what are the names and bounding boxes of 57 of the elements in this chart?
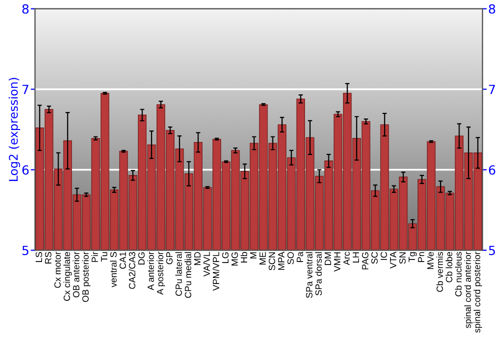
x-tick-label: LS bbox=[36, 252, 42, 262]
x-tick-label: VMH bbox=[334, 252, 340, 272]
x-tick-label: RS bbox=[45, 252, 52, 264]
x-tick-label: SN bbox=[399, 252, 406, 264]
x-tick-label: CPu medial bbox=[184, 252, 192, 298]
y2-tick-label: 5 bbox=[489, 246, 495, 256]
y-tick-label: 5 bbox=[22, 246, 28, 256]
x-tick-label: M bbox=[250, 252, 256, 258]
x-tick-label: Cx cingulate bbox=[63, 252, 72, 301]
x-tick-label: CPu lateral bbox=[175, 252, 182, 296]
x-tick-label: ventral S bbox=[110, 252, 117, 288]
x-tick-label: DG bbox=[138, 252, 145, 264]
x-tick-label: A anterior bbox=[147, 252, 154, 290]
y-tick-label: 7 bbox=[22, 84, 28, 94]
x-tick-label: SO bbox=[287, 252, 294, 264]
x-tick-label: Tu bbox=[101, 252, 108, 262]
x-tick-label: OB posterior bbox=[82, 252, 90, 302]
y2-tick-label: 6 bbox=[488, 165, 496, 175]
x-tick-label: SC bbox=[371, 252, 378, 264]
x-tick-label: Pa bbox=[296, 252, 304, 262]
x-tick-label: MD bbox=[194, 252, 200, 265]
x-tick-label: SPa dorsal bbox=[315, 252, 322, 296]
x-tick-label: CA1 bbox=[120, 252, 126, 269]
x-tick-label: A posterior bbox=[156, 252, 166, 295]
x-tick-label: Hb bbox=[240, 252, 248, 262]
x-tick-label: spinal cord anterior bbox=[464, 252, 473, 328]
x-tick-label: MVe bbox=[427, 252, 434, 269]
x-tick-label: OB anterior bbox=[72, 252, 80, 298]
x-tick-label: Cx motor bbox=[54, 252, 61, 288]
y-axis-title: Log2 (expression) bbox=[8, 78, 20, 181]
x-tick-label: Arc bbox=[343, 252, 350, 266]
y-tick-label: 6 bbox=[22, 165, 29, 175]
y2-tick-label: 7 bbox=[489, 84, 495, 94]
x-tick-label: Pn bbox=[418, 252, 424, 262]
x-tick-label: IC bbox=[380, 252, 388, 260]
x-tick-label: SCN bbox=[268, 252, 276, 270]
x-tick-label: MG bbox=[231, 252, 238, 266]
x-tick-label: Cb lobe bbox=[446, 252, 452, 282]
x-tick-label: VPM/VPL bbox=[212, 252, 220, 291]
x-tick-label: ME bbox=[260, 252, 266, 264]
y2-tick-label: 8 bbox=[488, 4, 496, 14]
x-tick-label: LG bbox=[222, 252, 229, 263]
x-tick-label: Pir bbox=[91, 252, 98, 262]
x-tick-label: GP bbox=[166, 252, 173, 264]
x-tick-label: SPa ventral bbox=[306, 252, 312, 298]
y-tick-label: 8 bbox=[22, 4, 29, 14]
x-tick-label: VA/VL bbox=[203, 252, 210, 277]
x-tick-label: DM bbox=[324, 252, 332, 265]
x-tick-label: LH bbox=[352, 252, 359, 262]
x-tick-label: Cb nucleus bbox=[454, 252, 462, 296]
x-tick-label: Cb vermis bbox=[436, 252, 443, 292]
x-tick-label: Tg bbox=[408, 252, 417, 262]
x-tick-label: VTA bbox=[390, 252, 396, 268]
x-tick-label: PAG bbox=[362, 252, 368, 270]
x-tick-label: MPA bbox=[278, 252, 284, 270]
x-tick-label: spinal cord posterior bbox=[474, 252, 482, 333]
x-tick-label: CA2/CA3 bbox=[128, 252, 136, 289]
